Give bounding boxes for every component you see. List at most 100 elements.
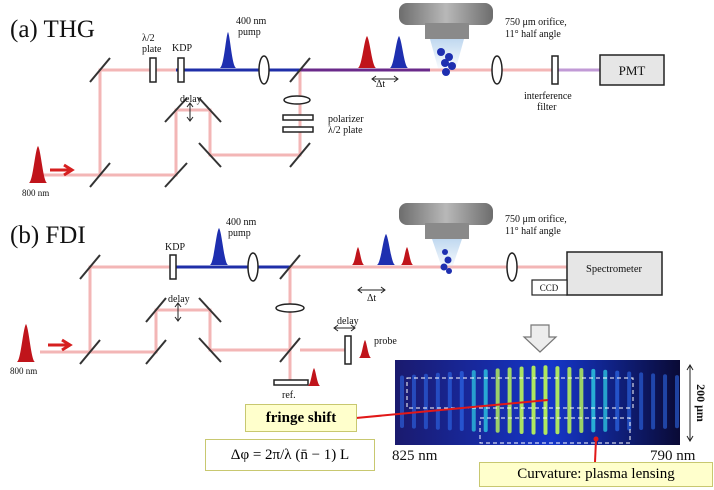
panel-b: (b) FDI KDP 400 nm pump <box>10 203 663 401</box>
kdp-crystal-b <box>169 254 177 280</box>
delta-t-arrow <box>371 75 399 83</box>
fringe-line <box>579 367 584 434</box>
interferogram-image <box>395 360 680 445</box>
probe-pulse <box>359 340 371 358</box>
blue-pulse-b <box>377 234 395 265</box>
lens-2 <box>491 55 503 85</box>
fringe-pointer <box>355 399 549 419</box>
fringe-line <box>615 370 620 432</box>
ir-beam-delay-loop-b <box>90 267 292 354</box>
gas-jet-nozzle-b <box>399 203 493 274</box>
filter-label-2: filter <box>537 102 557 113</box>
pump-label-b-2: pump <box>228 228 251 239</box>
polarizer-lens <box>283 95 311 105</box>
red-pulse-b-1 <box>352 247 364 265</box>
half-wave-plate <box>149 57 157 83</box>
mirror-1 <box>89 57 111 83</box>
panel-a: (a) THG λ/2 plate KDP 400 n <box>10 3 665 198</box>
source-label-b: 800 nm <box>10 366 37 376</box>
lens-1 <box>258 55 270 85</box>
curvature-pointer <box>594 439 597 463</box>
fringe-line <box>567 367 572 434</box>
mirror-b-1 <box>79 254 101 280</box>
ccd-box <box>531 279 568 296</box>
delta-t-label-b: Δt <box>367 293 376 304</box>
ref-element <box>273 379 309 386</box>
probe-delay-element <box>344 335 352 365</box>
delta-t-arrow-b <box>357 286 386 294</box>
source-pulse <box>29 146 47 183</box>
phase-formula: Δφ = 2π/λ (n̄ − 1) L <box>205 439 375 471</box>
pmt-label: PMT <box>619 63 646 78</box>
probe-label: probe <box>374 336 397 347</box>
polarizer <box>282 114 314 121</box>
pump-pulse <box>220 32 236 68</box>
gas-jet-nozzle <box>399 3 493 76</box>
mirror-delay-4 <box>198 142 222 168</box>
blue-probe-pulse <box>390 36 408 68</box>
ref-pulse <box>308 368 320 386</box>
filter-label-1: interference <box>524 91 572 102</box>
source-arrow <box>50 163 75 177</box>
curvature-pointer-dot <box>593 436 599 442</box>
orifice-label-b-2: 11° half angle <box>505 226 561 237</box>
fringe-line <box>555 366 560 435</box>
ir-beam-main-b <box>40 265 176 354</box>
axis-right-label: 790 nm <box>650 448 696 464</box>
fringe-line <box>459 371 464 431</box>
pump-label-b-1: 400 nm <box>226 217 257 228</box>
fringe-line <box>675 375 679 429</box>
fringe-line <box>411 374 416 429</box>
down-arrow <box>522 324 558 353</box>
panel-a-title: (a) THG <box>10 16 95 43</box>
mirror-3 <box>289 142 311 168</box>
red-pulse-b-2 <box>401 247 413 265</box>
fringe-line <box>627 371 632 431</box>
orifice-label-2: 11° half angle <box>505 29 561 40</box>
fringe-line <box>591 368 596 433</box>
polarizer-label-1: polarizer <box>328 114 364 125</box>
curvature-label: Curvature: plasma lensing <box>479 462 713 487</box>
half-wave-plate-label-1: λ/2 <box>142 33 155 44</box>
spectrometer-label: Spectrometer <box>586 264 642 275</box>
scale-label: 200 μm <box>694 384 708 422</box>
delay-probe-arrow <box>333 324 356 332</box>
pump-pulse-b <box>210 228 228 265</box>
source-pulse-b <box>17 324 35 362</box>
panel-b-title: (b) FDI <box>10 222 86 249</box>
fringe-line <box>519 366 524 434</box>
lens-b-1 <box>247 252 259 282</box>
fringe-line <box>531 365 536 435</box>
mirror-delay-1 <box>164 162 188 188</box>
kdp-crystal <box>177 57 185 83</box>
delay-label-b: delay <box>168 294 190 305</box>
fringe-line <box>435 372 440 430</box>
ccd-label: CCD <box>540 283 559 293</box>
fringe-line <box>603 369 608 432</box>
fringe-line <box>423 373 428 430</box>
pump-label-1: 400 nm <box>236 16 267 27</box>
dichroic-mirror <box>289 57 311 83</box>
delay-label: delay <box>180 94 202 105</box>
interferogram: 825 nm 790 nm 200 μm <box>355 360 708 464</box>
beam-splitter-b <box>279 254 301 280</box>
ref-beam <box>288 348 348 383</box>
pump-label-2: pump <box>238 27 261 38</box>
mirror-b-delay-4 <box>198 337 222 363</box>
fringe-line <box>507 367 512 434</box>
interferogram-fringes <box>400 365 679 435</box>
lens-b-2 <box>506 252 518 282</box>
fringe-line <box>651 373 656 430</box>
lens-b-vertical <box>275 303 305 313</box>
scale-bar-heads <box>686 364 694 442</box>
source-label: 800 nm <box>22 188 49 198</box>
ir-beam-main <box>40 68 176 177</box>
spectrometer-box <box>566 251 663 296</box>
mirror-b-delay-2 <box>145 297 167 323</box>
half-wave-plate-label-2: plate <box>142 44 162 55</box>
half-wave-plate-2 <box>282 126 314 133</box>
mirror-2 <box>89 162 111 188</box>
delta-t-label: Δt <box>376 79 385 90</box>
